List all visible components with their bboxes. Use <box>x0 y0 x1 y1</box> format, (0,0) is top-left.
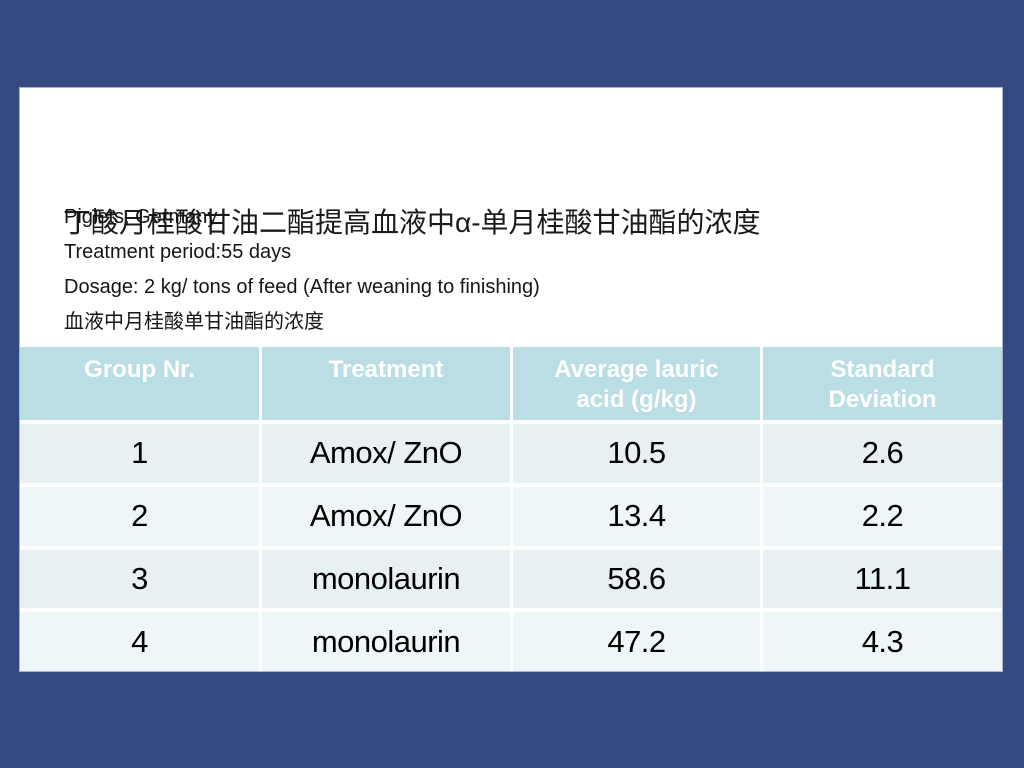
body-line-concentration-cn: 血液中月桂酸单甘油酯的浓度 <box>64 311 324 333</box>
table-cell: Amox/ ZnO <box>262 486 510 546</box>
table-cell: 2 <box>20 486 259 546</box>
slide-title: 丁酸月桂酸甘油二酯提高血液中α-单月桂酸甘油酯的浓度 <box>63 207 761 238</box>
content-card: 丁酸月桂酸甘油二酯提高血液中α-单月桂酸甘油酯的浓度 Piglets, Germ… <box>19 87 1003 672</box>
table-cell: 4.3 <box>763 612 1002 671</box>
body-text-block: Piglets, Germany Treatment period:55 day… <box>64 200 764 340</box>
table-cell: monolaurin <box>262 612 510 671</box>
table-cell: Amox/ ZnO <box>262 424 510 483</box>
table-cell: 2.2 <box>763 486 1002 546</box>
column-header-std-dev: Standard Deviation <box>763 347 1002 420</box>
table-cell: 47.2 <box>513 612 760 671</box>
column-header-avg-lauric: Average lauric acid (g/kg) <box>513 347 760 420</box>
table-cell: 3 <box>20 549 259 609</box>
table-cell: 11.1 <box>763 549 1002 609</box>
column-header-group-nr: Group Nr. <box>20 347 259 420</box>
table-cell: 1 <box>20 424 259 483</box>
table-cell: 13.4 <box>513 486 760 546</box>
table-cell: monolaurin <box>262 549 510 609</box>
data-table: Group Nr. Treatment Average lauric acid … <box>20 347 1002 671</box>
body-line-treatment-period: Treatment period:55 days <box>64 241 292 263</box>
table-cell: 10.5 <box>513 424 760 483</box>
column-header-treatment: Treatment <box>262 347 510 420</box>
body-line-dosage: Dosage: 2 kg/ tons of feed (After weanin… <box>64 276 540 298</box>
table-cell: 4 <box>20 612 259 671</box>
body-line-subject: Piglets, Germany <box>64 206 218 228</box>
table-cell: 2.6 <box>763 424 1002 483</box>
table-cell: 58.6 <box>513 549 760 609</box>
